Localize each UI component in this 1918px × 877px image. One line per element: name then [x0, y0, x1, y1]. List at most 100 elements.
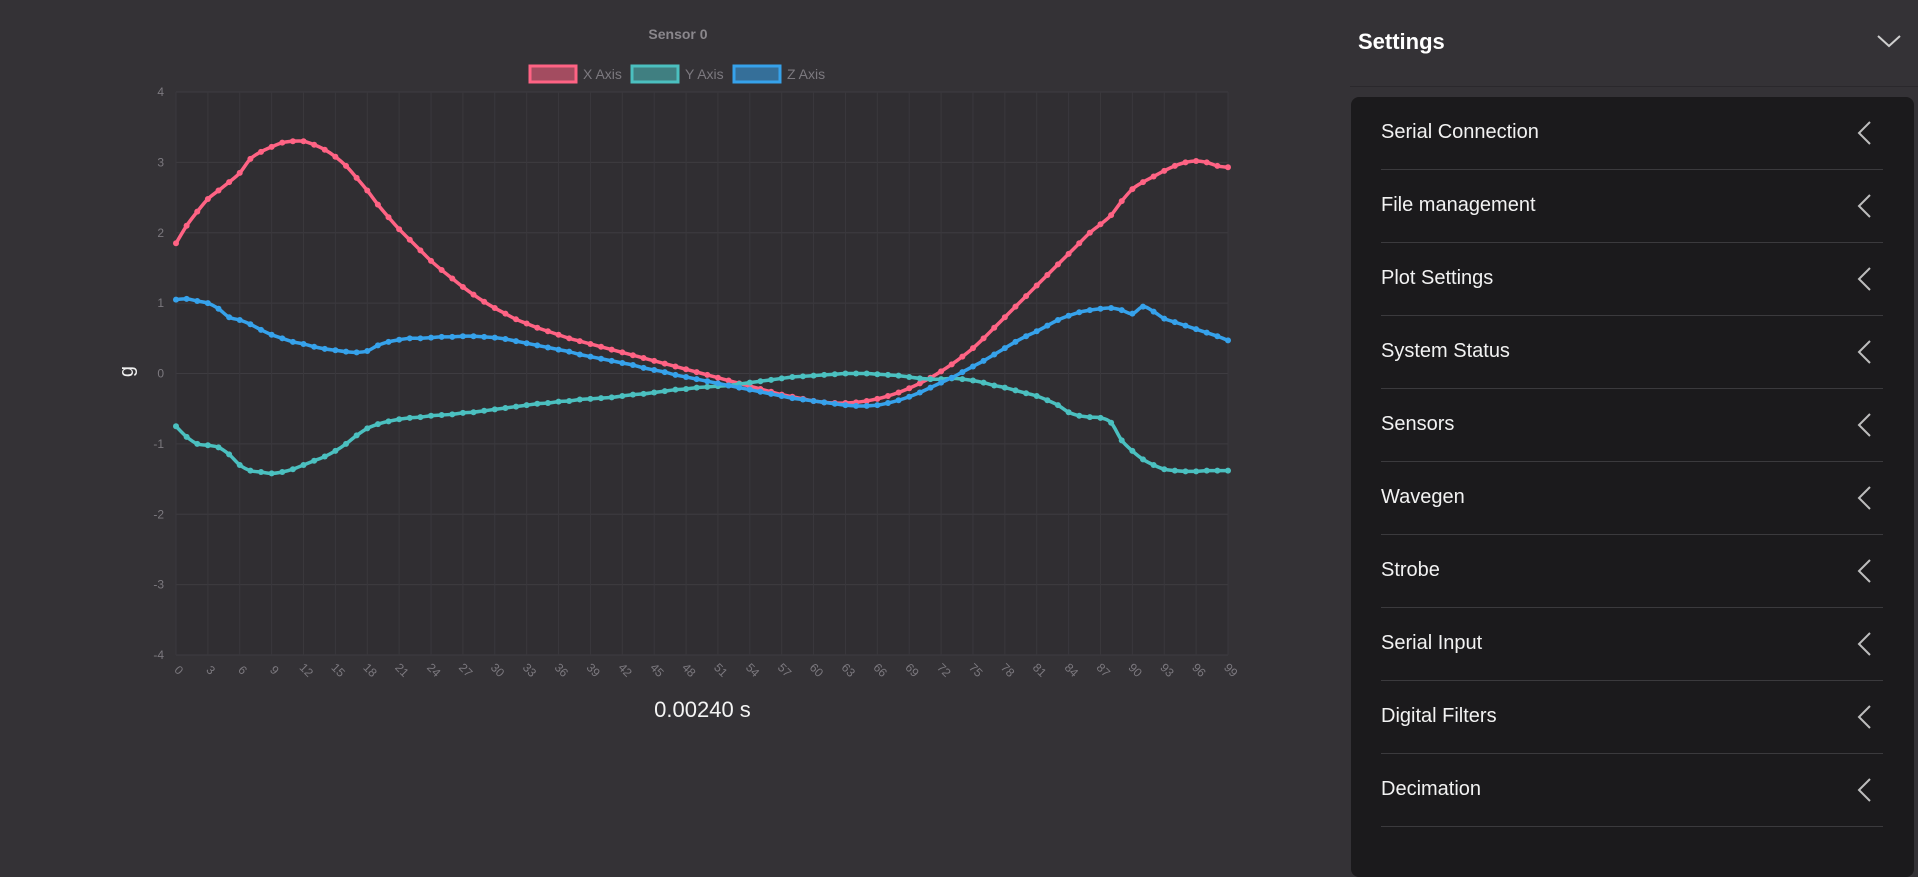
data-point	[651, 389, 658, 396]
data-point	[693, 376, 700, 383]
settings-item-label: Digital Filters	[1381, 705, 1497, 727]
data-point	[608, 357, 615, 364]
data-point	[895, 372, 902, 379]
x-tick-label: 93	[1157, 660, 1177, 680]
data-point	[374, 342, 381, 349]
data-point	[406, 414, 413, 421]
x-tick-label: 84	[1062, 660, 1082, 680]
data-point	[534, 400, 541, 407]
data-point	[1108, 212, 1115, 219]
data-point	[619, 393, 626, 400]
data-point	[459, 333, 466, 340]
chart-area: 4 3 2 1 0 -1 -2 -3 -4 0 3 6 9 12 15 18 21 24 27 30 33 36 39 42 4…	[116, 26, 1241, 722]
data-point	[853, 370, 860, 377]
data-point	[778, 375, 785, 382]
settings-item-wavegen[interactable]: Wavegen	[1381, 462, 1883, 535]
data-point	[406, 335, 413, 342]
data-point	[396, 226, 403, 233]
data-point	[1182, 322, 1189, 329]
data-point	[566, 335, 573, 342]
settings-item-sensors[interactable]: Sensors	[1381, 389, 1883, 462]
settings-collapse-button[interactable]	[1874, 28, 1904, 54]
data-point	[778, 393, 785, 400]
data-point	[906, 385, 913, 392]
settings-item-serial-input[interactable]: Serial Input	[1381, 608, 1883, 681]
settings-item-digital-filters[interactable]: Digital Filters	[1381, 681, 1883, 754]
chevron-left-icon	[1857, 267, 1871, 291]
data-point	[980, 379, 987, 386]
data-point	[289, 138, 296, 145]
data-point	[1012, 338, 1019, 345]
data-point	[1108, 419, 1115, 426]
data-point	[343, 440, 350, 447]
data-point	[481, 333, 488, 340]
data-point	[470, 333, 477, 340]
data-point	[959, 353, 966, 360]
data-point	[810, 372, 817, 379]
data-point	[1118, 198, 1125, 205]
data-point	[544, 400, 551, 407]
legend-item[interactable]: Z Axis	[732, 64, 825, 84]
data-point	[204, 442, 211, 449]
data-point	[916, 375, 923, 382]
data-point	[725, 382, 732, 389]
data-point	[1182, 159, 1189, 166]
settings-item-file-management[interactable]: File management	[1381, 170, 1883, 243]
settings-item-label: System Status	[1381, 340, 1510, 362]
data-point	[1214, 333, 1221, 340]
data-point	[757, 388, 764, 395]
data-point	[608, 346, 615, 353]
x-tick-label: 54	[743, 660, 763, 680]
data-point	[598, 395, 605, 402]
settings-item-serial-connection[interactable]: Serial Connection	[1381, 97, 1883, 170]
settings-item-plot-settings[interactable]: Plot Settings	[1381, 243, 1883, 316]
legend-label: Y Axis	[685, 66, 724, 82]
data-point	[1033, 393, 1040, 400]
x-tick-label: 87	[1094, 660, 1114, 680]
settings-item-system-status[interactable]: System Status	[1381, 316, 1883, 389]
chevron-left-icon	[1857, 194, 1871, 218]
data-point	[513, 338, 520, 345]
data-point	[1171, 467, 1178, 474]
data-point	[459, 409, 466, 416]
data-point	[279, 335, 286, 342]
settings-header: Settings	[1350, 0, 1918, 87]
data-point	[927, 376, 934, 383]
data-point	[544, 328, 551, 335]
data-point	[1214, 162, 1221, 169]
data-point	[1097, 414, 1104, 421]
y-tick-label: -4	[153, 648, 164, 662]
data-point	[1118, 307, 1125, 314]
data-point	[1225, 467, 1231, 474]
data-point	[555, 331, 562, 338]
data-point	[385, 418, 392, 425]
x-tick-label: 63	[839, 660, 859, 680]
data-point	[672, 363, 679, 370]
data-point	[1065, 312, 1072, 319]
settings-item-strobe[interactable]: Strobe	[1381, 535, 1883, 608]
legend-swatch	[528, 64, 578, 84]
data-point	[534, 342, 541, 349]
data-point	[693, 369, 700, 376]
data-point	[1023, 333, 1030, 340]
data-point	[321, 345, 328, 352]
chevron-left-icon	[1857, 778, 1871, 802]
data-point	[311, 343, 318, 350]
data-point	[938, 368, 945, 375]
settings-item-label: Sensors	[1381, 413, 1455, 435]
settings-item-decimation[interactable]: Decimation	[1381, 754, 1883, 827]
data-point	[874, 402, 881, 409]
legend-item[interactable]: X Axis	[528, 64, 622, 84]
x-tick-label: 15	[329, 660, 349, 680]
data-point	[608, 394, 615, 401]
legend-label: Z Axis	[787, 66, 825, 82]
legend-item[interactable]: Y Axis	[630, 64, 724, 84]
data-point	[1193, 157, 1200, 164]
data-point	[969, 345, 976, 352]
data-point	[906, 393, 913, 400]
y-tick-label: -1	[153, 437, 164, 451]
data-point	[1065, 409, 1072, 416]
data-point	[173, 296, 179, 303]
data-point	[215, 444, 222, 451]
